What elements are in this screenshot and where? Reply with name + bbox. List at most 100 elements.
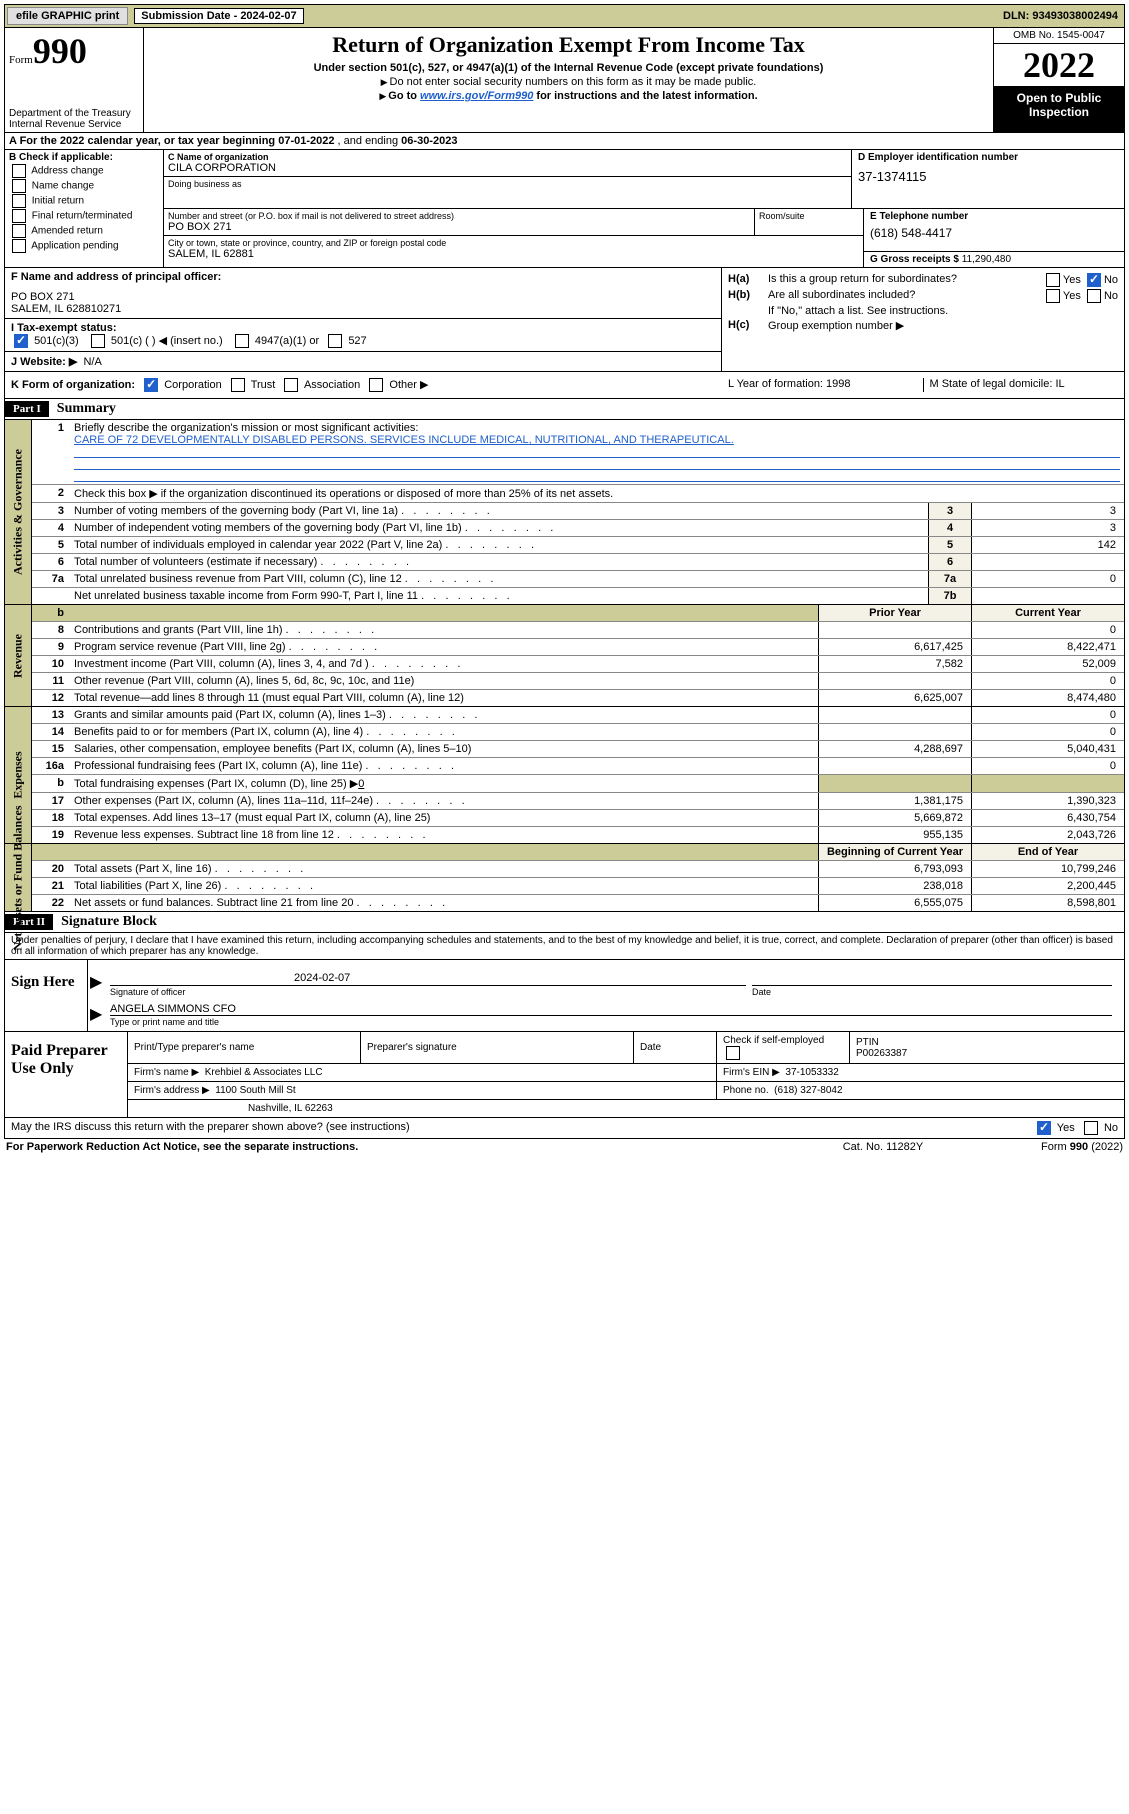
penalty-text: Under penalties of perjury, I declare th… bbox=[5, 933, 1124, 959]
ha-yes[interactable] bbox=[1046, 273, 1060, 287]
check-name-change[interactable]: Name change bbox=[9, 179, 159, 193]
prep-sig-label: Preparer's signature bbox=[361, 1032, 634, 1064]
line14-label: Benefits paid to or for members (Part IX… bbox=[74, 726, 363, 738]
line2-label: Check this box ▶ if the organization dis… bbox=[74, 488, 613, 500]
line15-curr: 5,040,431 bbox=[972, 741, 1125, 758]
line6-value bbox=[972, 554, 1125, 571]
block-fhij: F Name and address of principal officer:… bbox=[4, 268, 1125, 372]
col-b-checkboxes: B Check if applicable: Address change Na… bbox=[5, 150, 164, 267]
dln: DLN: 93493038002494 bbox=[1003, 10, 1124, 22]
firm-addr-1: 1100 South Mill St bbox=[215, 1085, 295, 1096]
check-address-change[interactable]: Address change bbox=[9, 164, 159, 178]
department: Department of the Treasury Internal Reve… bbox=[9, 108, 139, 130]
state-domicile: M State of legal domicile: IL bbox=[924, 378, 1119, 392]
firm-ein: 37-1053332 bbox=[785, 1067, 838, 1078]
form-subtitle-3-post: for instructions and the latest informat… bbox=[533, 90, 757, 102]
col-b-header: B Check if applicable: bbox=[9, 152, 159, 163]
line19-label: Revenue less expenses. Subtract line 18 … bbox=[74, 829, 334, 841]
sig-date-value: 2024-02-07 bbox=[94, 972, 1118, 984]
check-final-return[interactable]: Final return/terminated bbox=[9, 209, 159, 223]
line6-label: Total number of volunteers (estimate if … bbox=[74, 556, 317, 568]
hb-no[interactable] bbox=[1087, 289, 1101, 303]
line14-prior bbox=[819, 724, 972, 741]
sig-arrow-icon-2: ▶ bbox=[90, 1004, 102, 1024]
sig-officer-label: Signature of officer bbox=[110, 985, 746, 997]
check-amended-return[interactable]: Amended return bbox=[9, 224, 159, 238]
form-year-cell: OMB No. 1545-0047 2022 Open to Public In… bbox=[993, 28, 1124, 132]
sign-here-label: Sign Here bbox=[5, 960, 88, 1031]
discuss-no[interactable] bbox=[1084, 1121, 1098, 1135]
col-e-label: E Telephone number bbox=[870, 211, 968, 222]
efile-print-button[interactable]: efile GRAPHIC print bbox=[7, 7, 128, 25]
form-title: Return of Organization Exempt From Incom… bbox=[148, 32, 989, 58]
ha-text: Is this a group return for subordinates? bbox=[768, 273, 1018, 287]
check-corp[interactable] bbox=[144, 378, 158, 392]
part2-header-row: Part II Signature Block bbox=[4, 912, 1125, 933]
discuss-yes[interactable] bbox=[1037, 1121, 1051, 1135]
sidelabel-exp: Expenses bbox=[11, 752, 26, 799]
check-other[interactable] bbox=[369, 378, 383, 392]
sidelabel-net: Net Assets or Fund Balances bbox=[11, 805, 26, 950]
officer-addr-2: SALEM, IL 628810271 bbox=[11, 303, 715, 315]
line13-curr: 0 bbox=[972, 707, 1125, 724]
line16b-value: 0 bbox=[358, 778, 364, 790]
cat-number: Cat. No. 11282Y bbox=[793, 1141, 973, 1153]
firm-addr-label: Firm's address ▶ bbox=[134, 1085, 210, 1096]
line8-curr: 0 bbox=[972, 622, 1125, 639]
room-label: Room/suite bbox=[759, 211, 805, 221]
line21-end: 2,200,445 bbox=[972, 878, 1125, 895]
hc-text: Group exemption number ▶ bbox=[768, 319, 1118, 332]
lbl-4947: 4947(a)(1) or bbox=[255, 335, 319, 347]
line13-prior bbox=[819, 707, 972, 724]
line8-prior bbox=[819, 622, 972, 639]
ha-no[interactable] bbox=[1087, 273, 1101, 287]
line8-label: Contributions and grants (Part VIII, lin… bbox=[74, 624, 283, 636]
line15-prior: 4,288,697 bbox=[819, 741, 972, 758]
form-subtitle-3-pre: Go to bbox=[388, 90, 420, 102]
tax-year-begin: 07-01-2022 bbox=[278, 135, 334, 147]
line7a-label: Total unrelated business revenue from Pa… bbox=[74, 573, 402, 585]
check-501c[interactable] bbox=[91, 334, 105, 348]
row-a-pre: A For the 2022 calendar year, or tax yea… bbox=[9, 135, 278, 147]
check-501c3[interactable] bbox=[14, 334, 28, 348]
net-assets-section: Net Assets or Fund Balances Beginning of… bbox=[4, 844, 1125, 912]
activities-governance-section: Activities & Governance 1 Briefly descri… bbox=[4, 420, 1125, 605]
line5-value: 142 bbox=[972, 537, 1125, 554]
irs-link[interactable]: www.irs.gov/Form990 bbox=[420, 90, 533, 102]
line7a-value: 0 bbox=[972, 571, 1125, 588]
lbl-assoc: Association bbox=[304, 379, 360, 391]
check-application-pending[interactable]: Application pending bbox=[9, 239, 159, 253]
website-value: N/A bbox=[83, 356, 101, 368]
form-word: Form bbox=[9, 54, 33, 66]
lbl-527: 527 bbox=[348, 335, 366, 347]
check-self-employed[interactable] bbox=[726, 1046, 740, 1060]
hb-note: If "No," attach a list. See instructions… bbox=[768, 305, 1118, 317]
sig-arrow-icon: ▶ bbox=[90, 972, 102, 992]
row-k: K Form of organization: Corporation Trus… bbox=[4, 372, 1125, 399]
check-527[interactable] bbox=[328, 334, 342, 348]
line22-begin: 6,555,075 bbox=[819, 895, 972, 912]
row-f-label: F Name and address of principal officer: bbox=[11, 271, 715, 283]
hb-yes[interactable] bbox=[1046, 289, 1060, 303]
check-4947[interactable] bbox=[235, 334, 249, 348]
check-assoc[interactable] bbox=[284, 378, 298, 392]
check-initial-return[interactable]: Initial return bbox=[9, 194, 159, 208]
firm-name: Krehbiel & Associates LLC bbox=[205, 1067, 323, 1078]
year-formation: L Year of formation: 1998 bbox=[728, 378, 924, 392]
form-page: Form 990 (2022) bbox=[973, 1141, 1123, 1153]
hdr-end-year: End of Year bbox=[972, 844, 1125, 861]
firm-phone-label: Phone no. bbox=[723, 1085, 769, 1096]
open-to-public: Open to Public Inspection bbox=[994, 87, 1124, 132]
line21-label: Total liabilities (Part X, line 26) bbox=[74, 880, 221, 892]
line11-curr: 0 bbox=[972, 673, 1125, 690]
sidelabel-rev: Revenue bbox=[11, 634, 26, 678]
expenses-section: Expenses 13Grants and similar amounts pa… bbox=[4, 707, 1125, 844]
check-trust[interactable] bbox=[231, 378, 245, 392]
city-value: SALEM, IL 62881 bbox=[168, 248, 254, 260]
line20-begin: 6,793,093 bbox=[819, 861, 972, 878]
form-id-cell: Form990 Department of the Treasury Inter… bbox=[5, 28, 144, 132]
col-d-label: D Employer identification number bbox=[858, 152, 1018, 163]
line7b-label: Net unrelated business taxable income fr… bbox=[74, 590, 418, 602]
row-k-label: K Form of organization: bbox=[11, 379, 135, 391]
line5-label: Total number of individuals employed in … bbox=[74, 539, 442, 551]
